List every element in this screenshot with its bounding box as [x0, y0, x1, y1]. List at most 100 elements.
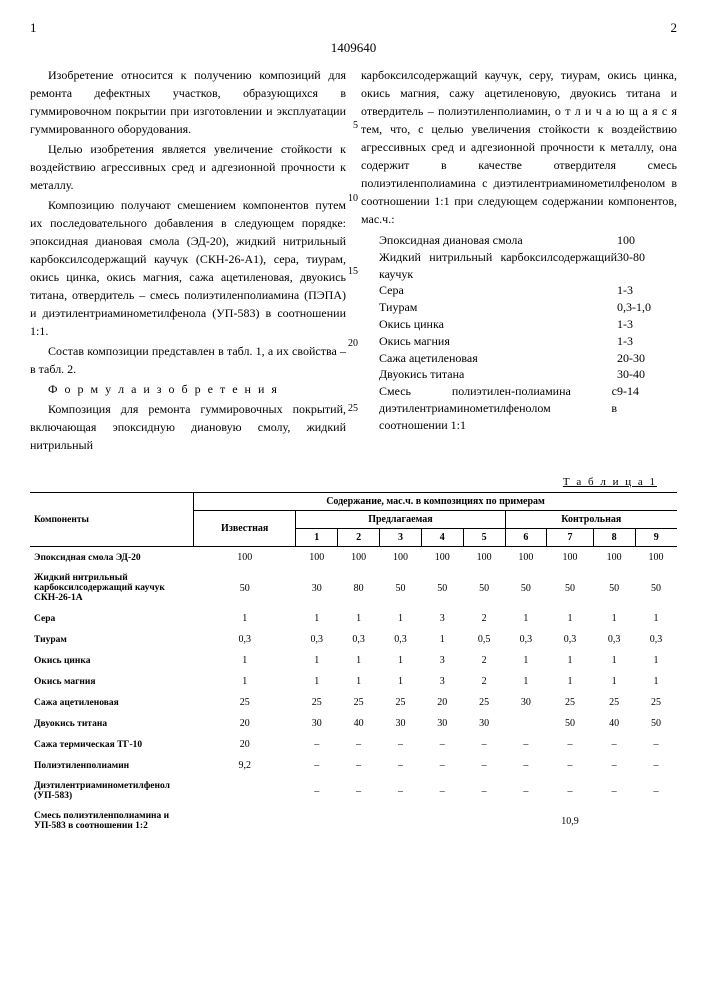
cell: 30 [296, 713, 338, 734]
th-num: 6 [505, 529, 547, 547]
row-label: Эпоксидная смола ЭД-20 [30, 547, 194, 569]
line-number: 10 [348, 191, 358, 206]
cell: 1 [194, 608, 296, 629]
cell: 25 [194, 692, 296, 713]
page-right: 2 [671, 20, 678, 36]
ingredient-label: Эпоксидная диановая смола [361, 232, 617, 249]
cell: 0,3 [635, 629, 677, 650]
column-1: Изобретение относится к получению композ… [30, 66, 346, 456]
row-label: Жидкий нитрильный карбоксилсодержащий ка… [30, 568, 194, 608]
row-label: Тиурам [30, 629, 194, 650]
cell: 1 [380, 650, 422, 671]
cell: 40 [338, 713, 380, 734]
th-num: 8 [593, 529, 635, 547]
cell: – [463, 734, 505, 755]
cell: 1 [635, 608, 677, 629]
ingredient-value: 30-80 [617, 249, 677, 283]
cell [194, 776, 296, 806]
ingredient-value: 0,3-1,0 [617, 299, 677, 316]
cell: 100 [505, 547, 547, 569]
ingredient-value: 1-3 [617, 316, 677, 333]
cell: 50 [421, 568, 463, 608]
cell: 30 [421, 713, 463, 734]
cell: – [547, 755, 593, 776]
cell: 2 [463, 671, 505, 692]
column-2: карбоксилсодержащий каучук, серу, тиурам… [361, 66, 677, 456]
cell: 80 [338, 568, 380, 608]
cell: – [635, 776, 677, 806]
cell: 1 [421, 629, 463, 650]
cell: – [338, 776, 380, 806]
cell: – [463, 776, 505, 806]
cell: 1 [635, 671, 677, 692]
th-num: 3 [380, 529, 422, 547]
cell: – [296, 734, 338, 755]
cell [421, 806, 463, 836]
cell: – [338, 755, 380, 776]
cell: 25 [338, 692, 380, 713]
cell: 0,3 [547, 629, 593, 650]
cell: 25 [593, 692, 635, 713]
cell: 20 [194, 713, 296, 734]
row-label: Смесь полиэтиленполиамина и УП-583 в соо… [30, 806, 194, 836]
cell: 0,3 [338, 629, 380, 650]
cell: 1 [338, 671, 380, 692]
cell: 1 [547, 650, 593, 671]
cell: 25 [635, 692, 677, 713]
cell: 100 [593, 547, 635, 569]
cell: 20 [194, 734, 296, 755]
cell: 100 [296, 547, 338, 569]
row-label: Полиэтиленполиамин [30, 755, 194, 776]
formula-title: Ф о р м у л а и з о б р е т е н и я [30, 380, 346, 398]
row-label: Сажа термическая ТГ-10 [30, 734, 194, 755]
cell: 30 [505, 692, 547, 713]
cell: 2 [463, 608, 505, 629]
cell: – [593, 755, 635, 776]
cell [380, 806, 422, 836]
cell: 25 [296, 692, 338, 713]
cell: – [463, 755, 505, 776]
para: Композицию получают смешением компоненто… [30, 196, 346, 340]
cell: 0,3 [380, 629, 422, 650]
cell: – [505, 776, 547, 806]
cell: 0,3 [505, 629, 547, 650]
cell: 10,9 [547, 806, 593, 836]
cell: – [635, 755, 677, 776]
cell: 0,3 [593, 629, 635, 650]
ingredient-value: 1-3 [617, 333, 677, 350]
cell: 2 [463, 650, 505, 671]
cell: 1 [338, 608, 380, 629]
ingredient-label: Сажа ацетиленовая [361, 350, 617, 367]
cell: 100 [421, 547, 463, 569]
cell: 1 [380, 608, 422, 629]
cell [296, 806, 338, 836]
text-columns: Изобретение относится к получению композ… [30, 66, 677, 456]
cell: 1 [194, 671, 296, 692]
cell: 0,3 [296, 629, 338, 650]
ingredient-label: Двуокись титана [361, 366, 617, 383]
cell: 25 [380, 692, 422, 713]
cell: 1 [505, 671, 547, 692]
line-number: 15 [348, 264, 358, 279]
cell: 50 [635, 713, 677, 734]
cell: – [421, 755, 463, 776]
cell: 3 [421, 608, 463, 629]
cell: 1 [380, 671, 422, 692]
row-label: Двуокись титана [30, 713, 194, 734]
cell: 100 [338, 547, 380, 569]
row-label: Диэтилентриаминометилфенол (УП-583) [30, 776, 194, 806]
cell: 1 [338, 650, 380, 671]
cell: 40 [593, 713, 635, 734]
cell [194, 806, 296, 836]
cell: 1 [547, 608, 593, 629]
ingredient-label: Тиурам [361, 299, 617, 316]
cell: 50 [547, 568, 593, 608]
cell: 1 [593, 650, 635, 671]
th-proposed: Предлагаемая [296, 511, 505, 529]
cell: 1 [296, 608, 338, 629]
cell: – [338, 734, 380, 755]
cell: 30 [380, 713, 422, 734]
table-caption: Т а б л и ц а 1 [30, 476, 657, 488]
ingredient-label: Сера [361, 282, 617, 299]
cell: 50 [463, 568, 505, 608]
